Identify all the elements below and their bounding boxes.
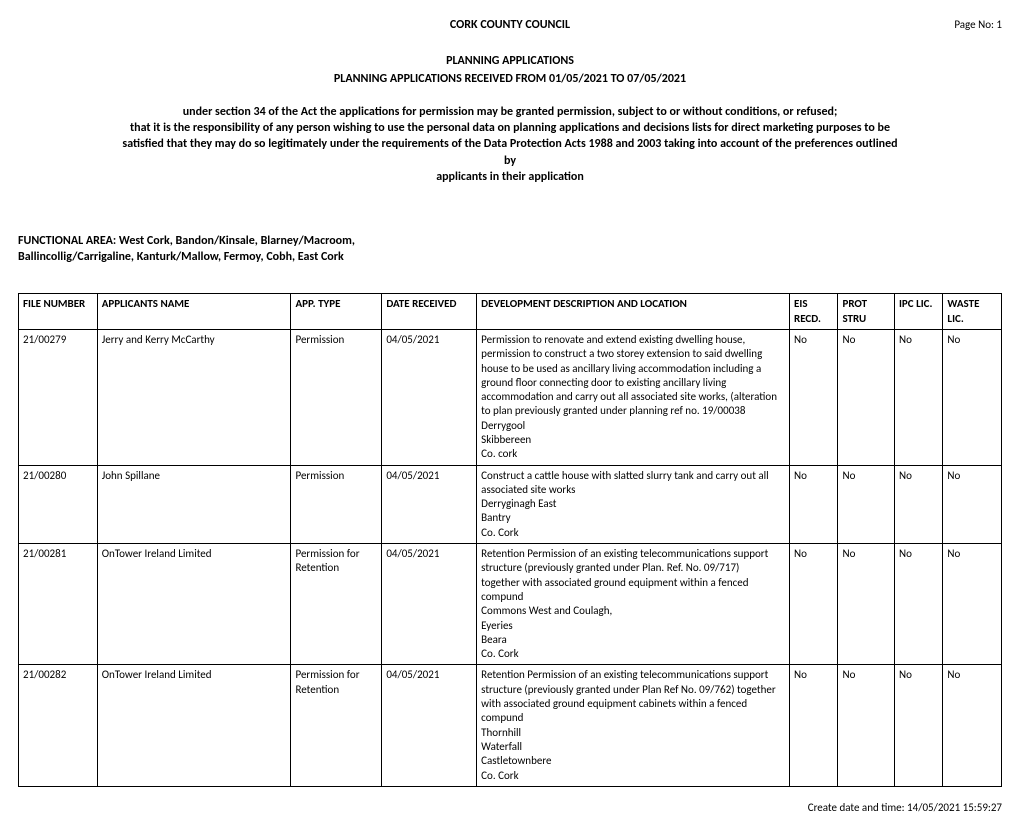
description-line: ground floor connecting door to existing… (481, 376, 785, 390)
page-number: Page No: 1 (954, 18, 1002, 31)
cell-file-number: 21/00280 (19, 465, 98, 543)
table-row: 21/00280John SpillanePermission04/05/202… (19, 465, 1002, 543)
cell-ipc-lic: No (894, 544, 942, 665)
cell-description: Construct a cattle house with slatted sl… (477, 465, 790, 543)
applications-table: FILE NUMBER APPLICANTS NAME APP. TYPE DA… (18, 293, 1002, 787)
cell-file-number: 21/00282 (19, 665, 98, 786)
col-file-number: FILE NUMBER (19, 294, 98, 330)
cell-date-received: 04/05/2021 (382, 544, 477, 665)
cell-prot-stru: No (838, 665, 895, 786)
table-row: 21/00279Jerry and Kerry McCarthyPermissi… (19, 329, 1002, 465)
cell-applicants-name: OnTower Ireland Limited (97, 665, 291, 786)
notice-line: by (18, 153, 1002, 169)
col-date-received: DATE RECEIVED (382, 294, 477, 330)
cell-applicants-name: Jerry and Kerry McCarthy (97, 329, 291, 465)
functional-area: FUNCTIONAL AREA: West Cork, Bandon/Kinsa… (18, 233, 1002, 265)
table-row: 21/00282OnTower Ireland LimitedPermissio… (19, 665, 1002, 786)
description-line: associated site works (481, 483, 785, 497)
description-line: Permission to renovate and extend existi… (481, 333, 785, 347)
description-line: structure (previously granted under Plan… (481, 561, 785, 575)
cell-waste-lic: No (943, 544, 1002, 665)
functional-area-line: Ballincollig/Carrigaline, Kanturk/Mallow… (18, 249, 1002, 265)
cell-ipc-lic: No (894, 665, 942, 786)
col-description: DEVELOPMENT DESCRIPTION AND LOCATION (477, 294, 790, 330)
description-line: Derryginagh East (481, 497, 785, 511)
cell-prot-stru: No (838, 329, 895, 465)
col-ipc-lic: IPC LIC. (894, 294, 942, 330)
description-line: Retention Permission of an existing tele… (481, 547, 785, 561)
cell-prot-stru: No (838, 544, 895, 665)
description-line: Eyeries (481, 619, 785, 633)
description-line: Beara (481, 633, 785, 647)
col-waste-lic: WASTE LIC. (943, 294, 1002, 330)
cell-file-number: 21/00279 (19, 329, 98, 465)
description-line: Retention Permission of an existing tele… (481, 668, 785, 682)
cell-waste-lic: No (943, 465, 1002, 543)
received-range: PLANNING APPLICATIONS RECEIVED FROM 01/0… (18, 72, 1002, 86)
description-line: Co. Cork (481, 647, 785, 661)
description-line: structure (previously granted under Plan… (481, 683, 785, 697)
description-line: Derrygool (481, 419, 785, 433)
description-line: Waterfall (481, 740, 785, 754)
cell-eis-recd: No (790, 465, 838, 543)
description-line: Co. Cork (481, 769, 785, 783)
description-line: together with associated ground equipmen… (481, 576, 785, 590)
org-title: CORK COUNTY COUNCIL (450, 18, 570, 32)
notice-line: under section 34 of the Act the applicat… (18, 104, 1002, 120)
cell-ipc-lic: No (894, 465, 942, 543)
description-line: compund (481, 711, 785, 725)
cell-eis-recd: No (790, 544, 838, 665)
cell-date-received: 04/05/2021 (382, 329, 477, 465)
cell-app-type: Permission for Retention (291, 665, 382, 786)
cell-date-received: 04/05/2021 (382, 465, 477, 543)
cell-description: Retention Permission of an existing tele… (477, 665, 790, 786)
col-applicants-name: APPLICANTS NAME (97, 294, 291, 330)
cell-app-type: Permission (291, 329, 382, 465)
col-eis-recd: EIS RECD. (790, 294, 838, 330)
description-line: Skibbereen (481, 433, 785, 447)
footer-created: Create date and time: 14/05/2021 15:59:2… (18, 801, 1002, 814)
notice-block: under section 34 of the Act the applicat… (18, 104, 1002, 185)
description-line: house to be used as ancillary living acc… (481, 362, 785, 376)
description-line: with associated ground equipment cabinet… (481, 697, 785, 711)
cell-waste-lic: No (943, 665, 1002, 786)
description-line: Co. Cork (481, 526, 785, 540)
notice-line: that it is the responsibility of any per… (18, 120, 1002, 136)
cell-applicants-name: John Spillane (97, 465, 291, 543)
table-row: 21/00281OnTower Ireland LimitedPermissio… (19, 544, 1002, 665)
description-line: Construct a cattle house with slatted sl… (481, 469, 785, 483)
description-line: Castletownbere (481, 754, 785, 768)
table-header-row: FILE NUMBER APPLICANTS NAME APP. TYPE DA… (19, 294, 1002, 330)
notice-line: satisfied that they may do so legitimate… (18, 136, 1002, 152)
cell-prot-stru: No (838, 465, 895, 543)
cell-file-number: 21/00281 (19, 544, 98, 665)
description-line: Bantry (481, 511, 785, 525)
description-line: Commons West and Coulagh, (481, 604, 785, 618)
col-prot-stru: PROT STRU (838, 294, 895, 330)
cell-applicants-name: OnTower Ireland Limited (97, 544, 291, 665)
cell-description: Retention Permission of an existing tele… (477, 544, 790, 665)
section-title: PLANNING APPLICATIONS (18, 54, 1002, 68)
cell-date-received: 04/05/2021 (382, 665, 477, 786)
notice-line: applicants in their application (18, 169, 1002, 185)
cell-app-type: Permission for Retention (291, 544, 382, 665)
description-line: accommodation and carry out all associat… (481, 390, 785, 404)
cell-ipc-lic: No (894, 329, 942, 465)
cell-eis-recd: No (790, 329, 838, 465)
cell-description: Permission to renovate and extend existi… (477, 329, 790, 465)
description-line: to plan previously granted under plannin… (481, 404, 785, 418)
description-line: Co. cork (481, 447, 785, 461)
description-line: permission to construct a two storey ext… (481, 347, 785, 361)
cell-waste-lic: No (943, 329, 1002, 465)
cell-eis-recd: No (790, 665, 838, 786)
description-line: compund (481, 590, 785, 604)
description-line: Thornhill (481, 726, 785, 740)
cell-app-type: Permission (291, 465, 382, 543)
col-app-type: APP. TYPE (291, 294, 382, 330)
functional-area-line: FUNCTIONAL AREA: West Cork, Bandon/Kinsa… (18, 233, 1002, 249)
